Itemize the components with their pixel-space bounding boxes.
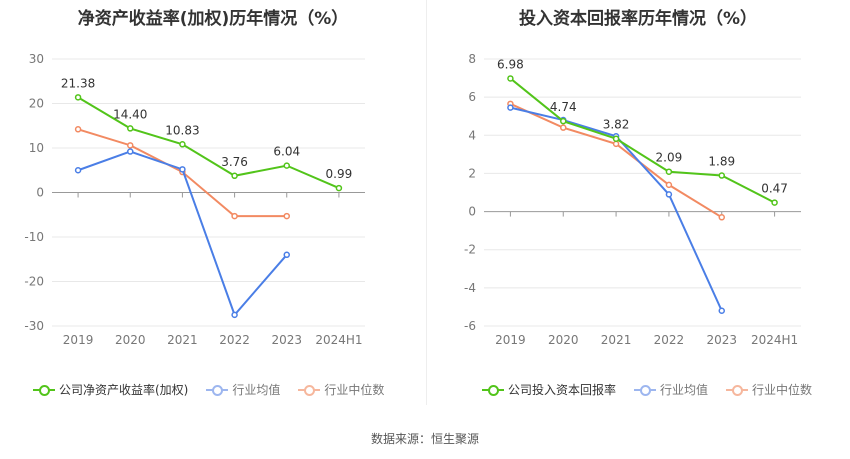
data-point: [231, 172, 238, 180]
series-line: [77, 96, 340, 190]
data-point: [127, 148, 134, 155]
legend-blue-marker-icon: [206, 384, 229, 396]
x-tick-label: 2019: [495, 333, 526, 347]
data-point: [612, 140, 620, 148]
legend-label: 公司投入资本回报率: [508, 383, 617, 397]
data-label: 0.47: [761, 182, 788, 196]
data-point: [507, 104, 514, 111]
data-label: 6.04: [273, 145, 300, 159]
legend-label: 行业均值: [660, 383, 709, 397]
chart-title: 净资产收益率(加权)历年情况（%）: [77, 9, 349, 29]
y-tick-label: -30: [24, 319, 44, 333]
y-tick-label: -6: [464, 319, 476, 333]
y-tick-label: 8: [468, 52, 476, 66]
roic-chart-panel: 投入资本回报率历年情况（%） 8 6 4 2 0 -2 -4 -6 2019 2020 2021 20…: [426, 0, 850, 459]
legend: 公司投入资本回报率 行业均值 行业中位数: [482, 381, 812, 398]
roe-chart-svg: 30 20 10 0 -10 -20 -30 2019 2020 2021 2022 2023 2024…: [24, 52, 365, 347]
data-point: [231, 311, 238, 319]
x-tick-label: 2023: [706, 333, 737, 347]
data-label: 21.38: [61, 76, 95, 90]
data-point: [560, 124, 567, 131]
data-point: [74, 126, 82, 133]
data-label: 1.89: [708, 155, 735, 169]
data-point: [612, 135, 620, 142]
legend-green-marker-icon: [482, 384, 504, 396]
x-tick-label: 2020: [115, 333, 146, 347]
x-tick-label: 2024H1: [751, 333, 798, 347]
data-label: 4.74: [550, 100, 577, 114]
y-tick-label: -20: [24, 275, 44, 289]
data-label: 2.09: [656, 151, 683, 165]
y-tick-label: 10: [29, 141, 44, 155]
data-point: [560, 117, 567, 125]
data-label: 6.98: [497, 57, 524, 71]
y-tick-label: -4: [464, 281, 476, 295]
data-point: [665, 181, 673, 189]
y-tick-label: 20: [29, 97, 44, 111]
legend-label: 行业均值: [232, 383, 281, 397]
legend-label: 行业中位数: [752, 383, 813, 397]
legend-item-company[interactable]: 公司投入资本回报率: [482, 381, 616, 398]
x-tick-label: 2022: [654, 333, 685, 347]
x-tick-label: 2022: [219, 333, 250, 347]
legend-item-company[interactable]: 公司净资产收益率(加权): [33, 381, 188, 398]
roe-chart-panel: 净资产收益率(加权)历年情况（%） 30 20 10 0 -10 -20 -30 2019 20…: [24, 9, 384, 398]
data-point: [231, 212, 238, 220]
x-tick-label: 2021: [601, 333, 632, 347]
y-tick-label: -2: [464, 243, 476, 257]
data-point: [127, 125, 134, 132]
y-tick-label: -10: [24, 230, 44, 244]
x-tick-label: 2020: [548, 333, 579, 347]
data-point: [665, 191, 673, 198]
data-point: [771, 199, 778, 206]
data-point: [179, 166, 186, 173]
data-point: [283, 212, 290, 220]
legend-item-industry-median[interactable]: 行业中位数: [726, 381, 812, 398]
series-line: [77, 150, 288, 317]
data-point: [283, 251, 290, 259]
y-tick-label: 0: [36, 186, 44, 200]
legend-item-industry-median[interactable]: 行业中位数: [298, 381, 384, 398]
data-point: [665, 168, 673, 175]
legend-blue-marker-icon: [634, 384, 657, 396]
series-line: [509, 77, 776, 204]
data-source: 数据来源：恒生聚源: [370, 432, 479, 446]
y-tick-label: 2: [468, 166, 476, 180]
chart-title: 投入资本回报率历年情况（%）: [518, 9, 758, 29]
y-tick-label: 6: [468, 90, 476, 104]
x-tick-label: 2021: [167, 333, 198, 347]
legend-item-industry-mean[interactable]: 行业均值: [634, 381, 708, 398]
panel-divider: [426, 0, 427, 405]
data-point: [335, 184, 343, 192]
legend-orange-marker-icon: [298, 384, 321, 396]
data-label: 10.83: [165, 123, 199, 137]
data-point: [74, 167, 82, 174]
legend: 公司净资产收益率(加权) 行业均值 行业中位数: [33, 381, 384, 398]
data-point: [507, 75, 514, 82]
data-point: [179, 141, 186, 148]
x-tick-label: 2023: [271, 333, 302, 347]
x-tick-label: 2019: [63, 333, 94, 347]
data-point: [718, 214, 725, 221]
y-tick-label: 0: [468, 205, 476, 219]
data-label: 0.99: [326, 167, 353, 181]
legend-label: 公司净资产收益率(加权): [59, 383, 189, 397]
data-point: [127, 142, 134, 149]
y-tick-label: 4: [468, 128, 476, 142]
roic-chart-svg: 8 6 4 2 0 -2 -4 -6 2019 2020 2021 2022 2023 2024H1 6.9…: [464, 52, 801, 347]
data-label: 3.82: [603, 118, 630, 132]
data-point: [74, 94, 82, 101]
data-label: 14.40: [113, 107, 147, 121]
data-point: [718, 172, 725, 179]
x-tick-label: 2024H1: [315, 333, 362, 347]
data-label: 3.76: [221, 155, 248, 169]
legend-item-industry-mean[interactable]: 行业均值: [206, 381, 280, 398]
legend-orange-marker-icon: [726, 384, 749, 396]
data-point: [718, 307, 725, 314]
legend-label: 行业中位数: [324, 383, 385, 397]
data-point: [283, 162, 290, 169]
legend-green-marker-icon: [33, 384, 55, 396]
y-tick-label: 30: [29, 52, 44, 66]
